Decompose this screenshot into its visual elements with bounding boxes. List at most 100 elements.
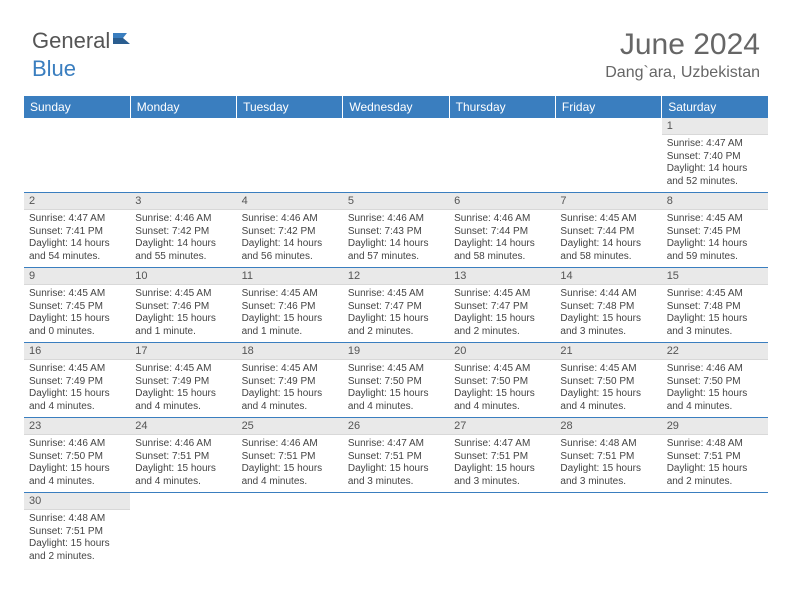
day-number: 5 [343, 193, 449, 210]
day-number: 7 [555, 193, 661, 210]
brand-part2: Blue [32, 56, 76, 82]
day-header: Thursday [449, 96, 555, 118]
calendar-cell: 28Sunrise: 4:48 AMSunset: 7:51 PMDayligh… [555, 418, 661, 493]
calendar-cell: 1Sunrise: 4:47 AMSunset: 7:40 PMDaylight… [662, 118, 768, 193]
day-details: Sunrise: 4:45 AMSunset: 7:50 PMDaylight:… [555, 360, 661, 417]
day-number: 22 [662, 343, 768, 360]
calendar-cell [662, 493, 768, 568]
calendar-cell: 8Sunrise: 4:45 AMSunset: 7:45 PMDaylight… [662, 193, 768, 268]
calendar-cell: 12Sunrise: 4:45 AMSunset: 7:47 PMDayligh… [343, 268, 449, 343]
day-number: 16 [24, 343, 130, 360]
day-number: 13 [449, 268, 555, 285]
calendar-cell: 21Sunrise: 4:45 AMSunset: 7:50 PMDayligh… [555, 343, 661, 418]
day-header: Saturday [662, 96, 768, 118]
day-number: 12 [343, 268, 449, 285]
calendar-cell: 3Sunrise: 4:46 AMSunset: 7:42 PMDaylight… [130, 193, 236, 268]
calendar-cell: 10Sunrise: 4:45 AMSunset: 7:46 PMDayligh… [130, 268, 236, 343]
day-details: Sunrise: 4:45 AMSunset: 7:46 PMDaylight:… [237, 285, 343, 342]
calendar-cell: 18Sunrise: 4:45 AMSunset: 7:49 PMDayligh… [237, 343, 343, 418]
day-number: 27 [449, 418, 555, 435]
day-details: Sunrise: 4:46 AMSunset: 7:44 PMDaylight:… [449, 210, 555, 267]
day-header-row: SundayMondayTuesdayWednesdayThursdayFrid… [24, 96, 768, 118]
title-block: June 2024 Dang`ara, Uzbekistan [605, 28, 760, 82]
day-number: 4 [237, 193, 343, 210]
day-number: 21 [555, 343, 661, 360]
calendar-cell: 20Sunrise: 4:45 AMSunset: 7:50 PMDayligh… [449, 343, 555, 418]
calendar-row: 2Sunrise: 4:47 AMSunset: 7:41 PMDaylight… [24, 193, 768, 268]
calendar-cell: 19Sunrise: 4:45 AMSunset: 7:50 PMDayligh… [343, 343, 449, 418]
calendar-row: 16Sunrise: 4:45 AMSunset: 7:49 PMDayligh… [24, 343, 768, 418]
day-details: Sunrise: 4:46 AMSunset: 7:51 PMDaylight:… [237, 435, 343, 492]
day-details: Sunrise: 4:48 AMSunset: 7:51 PMDaylight:… [555, 435, 661, 492]
day-header: Sunday [24, 96, 130, 118]
day-number: 24 [130, 418, 236, 435]
header: General June 2024 Dang`ara, Uzbekistan [0, 0, 792, 90]
calendar-cell: 24Sunrise: 4:46 AMSunset: 7:51 PMDayligh… [130, 418, 236, 493]
brand-part1: General [32, 28, 110, 54]
calendar-cell [130, 493, 236, 568]
day-number: 6 [449, 193, 555, 210]
day-number: 9 [24, 268, 130, 285]
day-number: 30 [24, 493, 130, 510]
calendar-cell [343, 118, 449, 193]
month-title: June 2024 [605, 28, 760, 62]
day-details: Sunrise: 4:46 AMSunset: 7:50 PMDaylight:… [662, 360, 768, 417]
day-details: Sunrise: 4:45 AMSunset: 7:50 PMDaylight:… [343, 360, 449, 417]
flag-icon [112, 28, 132, 54]
day-number: 26 [343, 418, 449, 435]
day-details: Sunrise: 4:45 AMSunset: 7:49 PMDaylight:… [130, 360, 236, 417]
day-number: 28 [555, 418, 661, 435]
calendar-cell: 15Sunrise: 4:45 AMSunset: 7:48 PMDayligh… [662, 268, 768, 343]
calendar-cell: 16Sunrise: 4:45 AMSunset: 7:49 PMDayligh… [24, 343, 130, 418]
day-details: Sunrise: 4:45 AMSunset: 7:47 PMDaylight:… [343, 285, 449, 342]
calendar-cell [237, 118, 343, 193]
calendar-cell: 17Sunrise: 4:45 AMSunset: 7:49 PMDayligh… [130, 343, 236, 418]
day-number: 10 [130, 268, 236, 285]
calendar-cell: 11Sunrise: 4:45 AMSunset: 7:46 PMDayligh… [237, 268, 343, 343]
calendar-cell [343, 493, 449, 568]
calendar-body: 1Sunrise: 4:47 AMSunset: 7:40 PMDaylight… [24, 118, 768, 567]
day-details: Sunrise: 4:46 AMSunset: 7:42 PMDaylight:… [130, 210, 236, 267]
day-details: Sunrise: 4:44 AMSunset: 7:48 PMDaylight:… [555, 285, 661, 342]
location-label: Dang`ara, Uzbekistan [605, 64, 760, 82]
day-details: Sunrise: 4:46 AMSunset: 7:50 PMDaylight:… [24, 435, 130, 492]
calendar-row: 23Sunrise: 4:46 AMSunset: 7:50 PMDayligh… [24, 418, 768, 493]
calendar-cell: 30Sunrise: 4:48 AMSunset: 7:51 PMDayligh… [24, 493, 130, 568]
day-details: Sunrise: 4:45 AMSunset: 7:46 PMDaylight:… [130, 285, 236, 342]
day-header: Wednesday [343, 96, 449, 118]
day-number: 1 [662, 118, 768, 135]
calendar-row: 30Sunrise: 4:48 AMSunset: 7:51 PMDayligh… [24, 493, 768, 568]
day-details: Sunrise: 4:45 AMSunset: 7:45 PMDaylight:… [662, 210, 768, 267]
calendar-cell: 22Sunrise: 4:46 AMSunset: 7:50 PMDayligh… [662, 343, 768, 418]
day-number: 17 [130, 343, 236, 360]
day-number: 3 [130, 193, 236, 210]
day-number: 2 [24, 193, 130, 210]
day-number: 29 [662, 418, 768, 435]
calendar-cell: 5Sunrise: 4:46 AMSunset: 7:43 PMDaylight… [343, 193, 449, 268]
day-number: 20 [449, 343, 555, 360]
day-number: 19 [343, 343, 449, 360]
day-number: 8 [662, 193, 768, 210]
calendar-row: 1Sunrise: 4:47 AMSunset: 7:40 PMDaylight… [24, 118, 768, 193]
calendar-cell [449, 118, 555, 193]
day-number: 23 [24, 418, 130, 435]
day-details: Sunrise: 4:45 AMSunset: 7:49 PMDaylight:… [237, 360, 343, 417]
calendar-cell [130, 118, 236, 193]
day-details: Sunrise: 4:45 AMSunset: 7:45 PMDaylight:… [24, 285, 130, 342]
day-details: Sunrise: 4:45 AMSunset: 7:47 PMDaylight:… [449, 285, 555, 342]
day-details: Sunrise: 4:48 AMSunset: 7:51 PMDaylight:… [24, 510, 130, 567]
day-details: Sunrise: 4:47 AMSunset: 7:41 PMDaylight:… [24, 210, 130, 267]
calendar-cell: 29Sunrise: 4:48 AMSunset: 7:51 PMDayligh… [662, 418, 768, 493]
day-details: Sunrise: 4:48 AMSunset: 7:51 PMDaylight:… [662, 435, 768, 492]
day-details: Sunrise: 4:47 AMSunset: 7:51 PMDaylight:… [449, 435, 555, 492]
calendar-cell [555, 493, 661, 568]
day-details: Sunrise: 4:45 AMSunset: 7:44 PMDaylight:… [555, 210, 661, 267]
calendar-table: SundayMondayTuesdayWednesdayThursdayFrid… [24, 96, 768, 567]
day-details: Sunrise: 4:46 AMSunset: 7:42 PMDaylight:… [237, 210, 343, 267]
day-header: Friday [555, 96, 661, 118]
calendar-cell [555, 118, 661, 193]
day-header: Monday [130, 96, 236, 118]
calendar-cell [237, 493, 343, 568]
calendar-cell [24, 118, 130, 193]
calendar-cell: 13Sunrise: 4:45 AMSunset: 7:47 PMDayligh… [449, 268, 555, 343]
